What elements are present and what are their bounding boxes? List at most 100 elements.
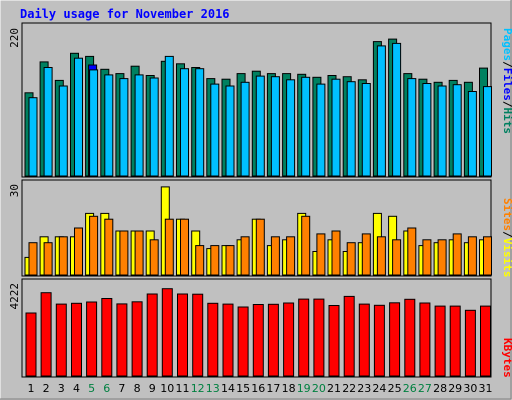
pages-bar [210,83,220,177]
pages-bar [149,77,159,177]
x-axis-day-labels: 1 2 3 4 5 6 7 8 9 10 11 12 13 14 15 16 17 18 19 20 21 22 23 24 2… [28,382,493,395]
hits-panel-max-label: 220 [8,28,21,48]
kbytes-bar [434,305,446,377]
kbytes-bar [480,305,491,377]
x-tick-label: 14 [221,382,235,395]
kbytes-panel-max-label: 4222 [8,283,21,310]
x-tick-label: 20 [312,382,326,395]
visits-panel-legend: Sites/Visits [501,198,512,278]
pages-bar [301,76,311,177]
pages-bar [255,75,265,177]
x-tick-label: 25 [388,382,402,395]
x-tick-label: 29 [448,382,462,395]
pages-bar [195,68,205,177]
kbytes-bar [55,303,67,377]
x-tick-label: 17 [266,382,280,395]
x-tick-label: 23 [357,382,371,395]
sites-bar [483,236,492,276]
kbytes-bar [328,305,340,377]
kbytes-bar [237,306,249,377]
pages-bar [286,79,296,177]
sites-bar [437,239,447,276]
pages-bar [392,42,402,177]
sites-bar [134,230,144,276]
pages-bar [270,76,280,177]
kbytes-bar [343,295,355,377]
kbytes-bar [146,293,158,377]
kbytes-bar [373,304,385,377]
pages-bar [58,85,68,177]
sites-bar [195,245,205,276]
x-tick-label: 18 [282,382,296,395]
sites-bar [210,245,220,276]
kbytes-bar [267,303,279,377]
kbytes-bar [177,293,188,377]
legend-visits: Visits [501,238,512,278]
sites-bar [240,236,250,276]
legend-files: Files [501,68,512,101]
x-tick-label: 11 [176,382,190,395]
pages-bar [316,83,326,177]
x-tick-label: 3 [58,382,65,395]
pages-bar [164,55,174,177]
legend-hits-files-pages: Pages/Files/Hits [501,28,512,134]
sites-bar [255,218,265,276]
x-tick-label: 22 [342,382,356,395]
legend-kbytes: KBytes [501,338,512,378]
x-tick-label: 9 [149,382,156,395]
x-tick-label: 21 [327,382,341,395]
x-tick-label: 15 [236,382,250,395]
x-tick-label: 28 [433,382,447,395]
legend-separator: / [501,61,512,68]
sites-bar [58,236,68,276]
sites-bar [346,242,356,276]
x-tick-label: 27 [418,382,432,395]
kbytes-bar [25,312,37,377]
x-tick-label: 4 [73,382,80,395]
pages-bar [331,78,341,177]
kbytes-bar [404,298,416,377]
kbytes-bar [313,298,325,377]
sites-bar [316,233,326,276]
pages-bar [225,85,235,177]
kbytes-bar [207,302,219,377]
pages-bar [104,74,114,177]
sites-bar [104,218,114,276]
x-tick-label: 7 [118,382,125,395]
kbytes-bar [131,301,143,377]
legend-pages: Pages [501,28,512,61]
pages-bar [422,83,432,177]
kbytes-bar [222,303,234,377]
chart-bars [24,38,492,377]
legend-hits: Hits [501,108,512,135]
x-tick-label: 10 [160,382,174,395]
x-tick-label: 2 [43,382,50,395]
kbytes-bar [449,305,461,377]
kbytes-bar [464,309,476,377]
kbytes-bar [86,301,98,377]
chart-title: Daily usage for November 2016 [20,7,230,21]
pages-bar [346,81,356,177]
kbytes-bar [161,288,173,377]
legend-separator: / [501,231,512,238]
x-tick-label: 24 [372,382,386,395]
kbytes-bar [101,298,113,377]
legend-sites-visits: Sites/Visits [501,198,512,278]
sites-bar [407,227,417,276]
pages-bar [134,74,144,177]
sites-bar [376,236,386,276]
sites-bar [74,227,83,276]
legend-separator: / [501,101,512,108]
sites-bar [180,218,189,276]
pages-bar [240,81,250,177]
x-tick-label: 30 [463,382,477,395]
sites-bar [467,236,477,276]
sites-bar [119,230,129,276]
x-tick-label: 8 [134,382,141,395]
sites-bar [452,233,462,276]
x-tick-label: 31 [479,382,493,395]
kbytes-bar [419,302,431,377]
x-tick-label: 19 [297,382,311,395]
sites-bar [43,242,53,276]
